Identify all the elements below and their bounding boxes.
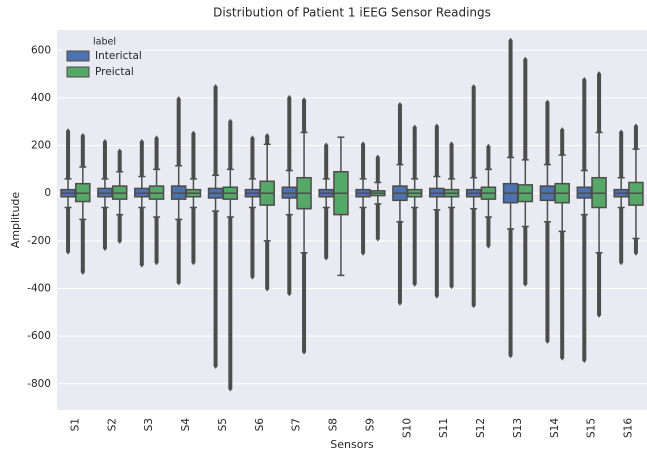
outlier: [264, 133, 270, 140]
y-tick-label: -800: [27, 378, 51, 390]
outlier: [80, 268, 86, 275]
outlier: [633, 123, 639, 130]
outlier: [176, 96, 181, 103]
outlier: [213, 362, 218, 369]
y-axis-label: Amplitude: [9, 192, 22, 249]
legend-title: label: [93, 37, 116, 48]
outlier: [508, 37, 513, 44]
outlier: [596, 71, 602, 78]
outlier: [633, 249, 639, 256]
outlier: [582, 356, 587, 363]
outlier: [471, 84, 476, 91]
outlier: [191, 130, 196, 137]
outlier: [618, 259, 624, 266]
outlier: [412, 280, 417, 287]
legend-swatch: [66, 50, 90, 62]
x-tick-label: S11: [438, 418, 450, 438]
outlier: [449, 283, 454, 290]
outlier: [559, 127, 565, 134]
outlier: [360, 141, 366, 148]
outlier: [80, 133, 86, 140]
x-tick-label: S4: [180, 418, 192, 432]
x-tick-label: S5: [217, 418, 229, 431]
x-tick-label: S1: [69, 418, 81, 431]
outlier: [139, 138, 145, 145]
outlier: [154, 135, 159, 142]
x-axis-label: Sensors: [330, 438, 374, 451]
outlier: [323, 254, 329, 261]
y-tick-label: -400: [27, 282, 51, 294]
outlier: [582, 77, 587, 84]
x-tick-label: S12: [475, 418, 487, 438]
outlier: [65, 248, 71, 255]
x-tick-label: S13: [512, 418, 524, 438]
x-tick-label: S9: [364, 418, 376, 431]
outlier: [508, 352, 513, 359]
outlier: [412, 124, 417, 131]
outlier: [287, 94, 292, 101]
x-tick-label: S2: [106, 418, 118, 431]
y-tick-label: 400: [31, 92, 51, 104]
outlier: [375, 235, 381, 242]
outlier: [434, 123, 440, 130]
outlier: [434, 292, 440, 299]
legend-label: Preictal: [95, 66, 134, 78]
outlier: [228, 385, 233, 392]
outlier: [102, 138, 108, 145]
plot-background: [57, 30, 647, 410]
outlier: [523, 56, 528, 63]
outlier: [117, 148, 122, 155]
outlier: [545, 99, 550, 106]
x-tick-label: S14: [549, 418, 561, 438]
outlier: [397, 299, 403, 306]
x-tick-label: S16: [623, 418, 635, 438]
outlier: [117, 237, 122, 244]
outlier: [287, 290, 292, 297]
outlier: [191, 259, 196, 266]
outlier: [545, 337, 550, 344]
outlier: [360, 249, 366, 256]
outlier: [486, 242, 491, 249]
outlier: [228, 118, 233, 125]
x-tick-label: S6: [254, 418, 266, 432]
legend-swatch: [66, 66, 90, 78]
x-tick-label: S7: [291, 418, 303, 431]
outlier: [618, 129, 624, 136]
outlier: [397, 102, 403, 109]
y-tick-label: 0: [44, 187, 51, 199]
outlier: [471, 302, 476, 309]
chart-title: Distribution of Patient 1 iEEG Sensor Re…: [213, 6, 491, 20]
x-tick-label: S10: [401, 418, 413, 438]
y-tick-label: 200: [31, 140, 51, 152]
y-tick-label: -600: [27, 330, 51, 342]
outlier: [301, 348, 307, 355]
outlier: [102, 244, 108, 251]
outlier: [176, 279, 181, 286]
outlier: [139, 261, 145, 268]
outlier: [250, 273, 255, 280]
x-tick-label: S8: [328, 418, 340, 431]
outlier: [486, 143, 491, 150]
outlier: [250, 135, 255, 142]
outlier: [375, 154, 381, 161]
y-tick-label: -200: [27, 235, 51, 247]
outlier: [154, 259, 159, 266]
x-tick-label: S3: [143, 418, 155, 431]
outlier: [323, 142, 329, 149]
outlier: [301, 97, 307, 104]
y-tick-label: 600: [31, 44, 51, 56]
outlier: [559, 354, 565, 361]
outlier: [596, 311, 602, 318]
outlier: [65, 128, 71, 135]
outlier: [523, 280, 528, 287]
x-tick-label: S15: [586, 418, 598, 438]
outlier: [264, 285, 270, 292]
outlier: [449, 141, 454, 148]
legend-label: Interictal: [95, 50, 142, 62]
outlier: [213, 84, 218, 91]
